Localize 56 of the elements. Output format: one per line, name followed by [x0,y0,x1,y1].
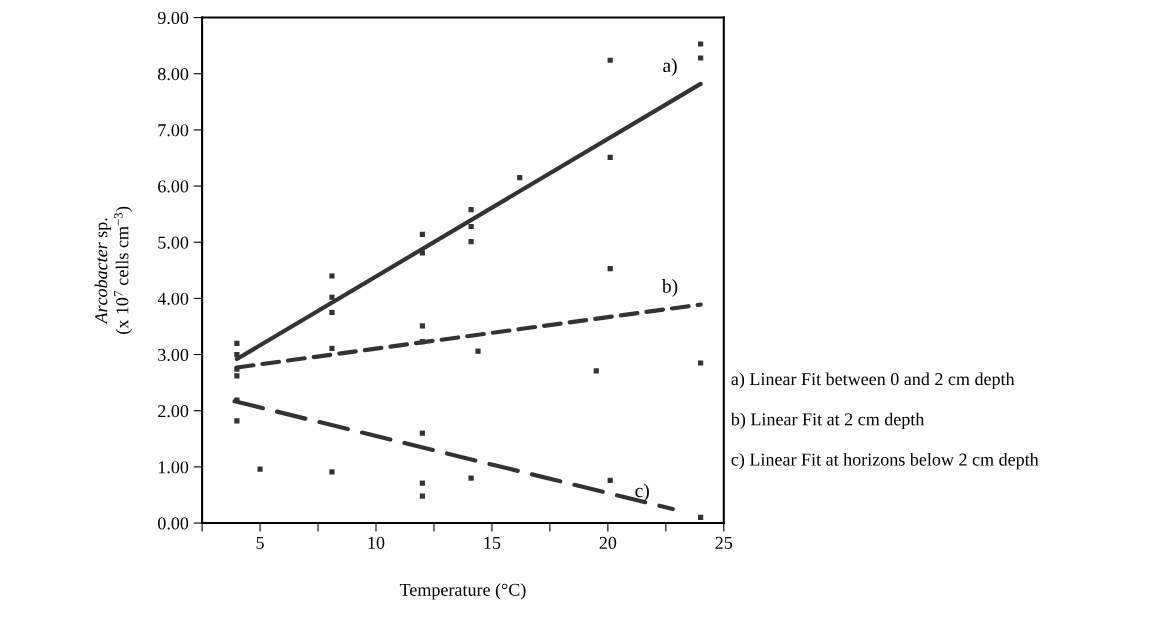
x-axis-title: Temperature (°C) [399,583,526,600]
point [698,360,704,366]
y-tick-label: 4.00 [157,292,189,305]
point [517,175,523,181]
y-tick-label: 7.00 [158,124,189,137]
x-tick-label: 15 [484,536,501,549]
y-tick-label: 0.00 [158,517,189,530]
point [468,475,474,481]
annotation: b) [661,279,678,297]
point [329,309,335,316]
y-tick-label: 1.00 [158,461,189,474]
y-tick-label: 8.00 [158,68,189,81]
point [234,418,240,424]
point [419,480,425,486]
point [593,368,599,374]
point [468,223,474,230]
point [419,323,425,329]
point [607,266,613,272]
point [329,345,335,351]
point [468,239,474,245]
text: c) Linear Fit at horizons below 2 cm depth [731,452,1039,470]
y-tick-label: 3.00 [158,348,189,362]
point [234,340,240,346]
y-tick-label: 6.00 [158,180,189,193]
text: a) Linear Fit between 0 and 2 cm depth [731,372,1015,389]
y-tick-label: 9.00 [157,11,189,25]
point [234,366,240,372]
point [698,55,704,61]
point [698,41,704,47]
point [698,514,704,521]
point [468,207,474,213]
point [419,430,425,436]
point [419,250,425,256]
point [607,57,613,63]
point [419,339,425,345]
point [329,273,335,279]
annotation: a) [663,58,677,76]
point [257,466,263,472]
point [419,493,425,499]
y-tick-label: 5.00 [158,236,189,249]
text: b) Linear Fit at 2 cm depth [730,412,925,430]
x-tick-label: 5 [256,536,264,549]
point [419,231,425,237]
x-tick-label: 20 [599,536,617,549]
point [607,154,613,161]
x-tick-label: 25 [715,536,733,549]
point [329,294,335,300]
annotation: c) [635,483,649,502]
y-axis-title: Arcobacter sp. (x 10$^{7}$ cells cm$^{−3}$) [94,206,133,334]
x-tick-label: 10 [368,536,385,549]
point [607,477,613,483]
y-tick-label: 2.00 [158,404,189,418]
point [234,373,240,379]
point [234,351,240,358]
point [475,348,481,354]
point [329,469,335,475]
